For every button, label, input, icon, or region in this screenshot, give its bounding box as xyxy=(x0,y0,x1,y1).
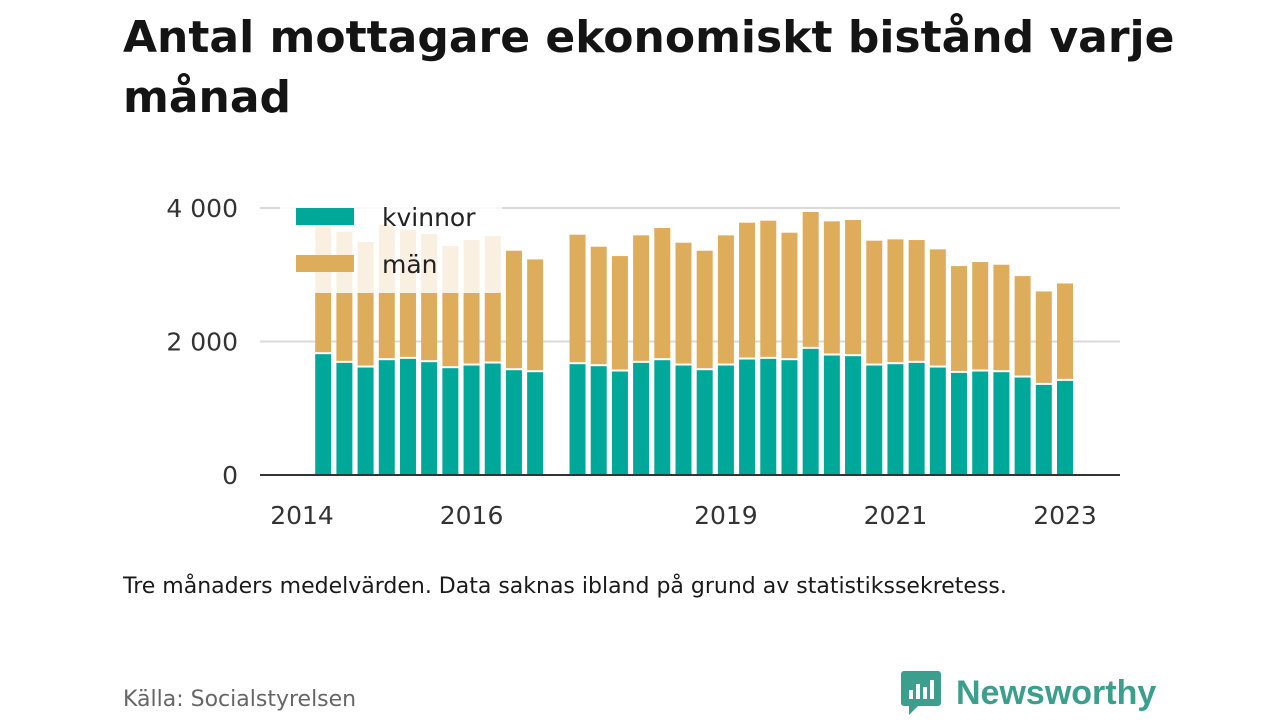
bar-kvinnor xyxy=(590,366,607,475)
bar-man xyxy=(993,264,1010,371)
bar-kvinnor xyxy=(760,358,777,475)
bar-kvinnor xyxy=(993,372,1010,475)
x-tick-label: 2019 xyxy=(694,501,758,530)
bar-kvinnor xyxy=(823,355,840,475)
bar-man xyxy=(739,222,756,358)
chart-footnote: Tre månaders medelvärden. Data saknas ib… xyxy=(123,574,1007,599)
bar-kvinnor xyxy=(505,370,522,475)
bar-man xyxy=(717,235,734,364)
bar-kvinnor xyxy=(802,348,819,475)
bar-man xyxy=(1035,291,1052,383)
bar-man xyxy=(1014,276,1031,376)
x-tick-label: 2023 xyxy=(1033,501,1097,530)
bar-kvinnor xyxy=(484,363,501,475)
bar-kvinnor xyxy=(336,362,353,475)
legend-swatch-kvinnor xyxy=(296,208,354,225)
bar-man xyxy=(590,246,607,365)
bar-man xyxy=(887,239,904,363)
brand-name: Newsworthy xyxy=(956,673,1157,712)
bar-kvinnor xyxy=(739,359,756,475)
bar-man xyxy=(802,212,819,347)
legend-label-man: män xyxy=(382,250,438,279)
bar-man xyxy=(760,220,777,357)
bar-man xyxy=(527,259,544,371)
bar-kvinnor xyxy=(972,371,989,475)
bar-kvinnor xyxy=(887,364,904,475)
bar-kvinnor xyxy=(675,365,692,475)
bar-man xyxy=(908,240,925,361)
chart-title: Antal mottagare ekonomiskt bistånd varje… xyxy=(123,12,1175,123)
bar-kvinnor xyxy=(908,362,925,475)
bar-man xyxy=(675,242,692,364)
bars xyxy=(315,212,1073,475)
bar-man xyxy=(781,232,798,359)
bar-kvinnor xyxy=(611,371,628,475)
bar-kvinnor xyxy=(399,358,416,475)
bar-kvinnor xyxy=(696,370,713,475)
bar-kvinnor xyxy=(1057,380,1073,475)
legend: kvinnor män xyxy=(280,198,502,293)
x-tick-label: 2014 xyxy=(270,501,334,530)
bar-kvinnor xyxy=(845,356,862,475)
x-tick-label: 2021 xyxy=(864,501,928,530)
y-tick-label: 2 000 xyxy=(166,328,238,357)
bar-man xyxy=(866,240,883,364)
bar-kvinnor xyxy=(569,364,586,475)
bar-man xyxy=(823,221,840,354)
bar-kvinnor xyxy=(866,365,883,475)
bar-kvinnor xyxy=(315,354,332,475)
bar-kvinnor xyxy=(378,360,395,475)
bar-kvinnor xyxy=(781,360,798,475)
bar-kvinnor xyxy=(717,365,734,475)
bar-man xyxy=(505,250,522,369)
bar-kvinnor xyxy=(1035,384,1052,475)
bar-man xyxy=(696,250,713,369)
bar-kvinnor xyxy=(654,360,671,475)
bar-kvinnor xyxy=(421,362,438,475)
y-axis-ticks: 0 2 000 4 000 xyxy=(166,194,238,490)
bar-kvinnor xyxy=(951,372,968,475)
bar-man xyxy=(929,249,946,366)
bar-man xyxy=(633,235,650,361)
x-tick-label: 2016 xyxy=(440,501,504,530)
bar-man xyxy=(611,256,628,370)
source-note: Källa: Socialstyrelsen xyxy=(123,687,357,712)
bar-kvinnor xyxy=(357,367,374,475)
y-tick-label: 4 000 xyxy=(166,194,238,223)
bar-man xyxy=(845,220,862,355)
bar-kvinnor xyxy=(929,367,946,475)
x-axis-ticks: 2014 2016 2019 2021 2023 xyxy=(270,501,1097,530)
bar-kvinnor xyxy=(633,362,650,475)
bar-kvinnor xyxy=(527,372,544,475)
legend-swatch-man xyxy=(296,255,354,272)
legend-label-kvinnor: kvinnor xyxy=(382,203,476,232)
newsworthy-logo-icon xyxy=(901,671,941,715)
bar-man xyxy=(972,262,989,370)
bar-man xyxy=(654,228,671,359)
newsworthy-logo: Newsworthy xyxy=(900,668,1156,718)
bar-man xyxy=(1057,283,1073,379)
bar-man xyxy=(569,234,586,363)
bar-kvinnor xyxy=(1014,377,1031,475)
bar-kvinnor xyxy=(442,368,459,475)
bar-man xyxy=(951,266,968,371)
bar-chart: 0 2 000 4 000 2014 2016 2019 2021 2023 kvinnor… xyxy=(166,194,1120,530)
y-tick-label: 0 xyxy=(222,461,238,490)
bar-kvinnor xyxy=(463,365,480,475)
